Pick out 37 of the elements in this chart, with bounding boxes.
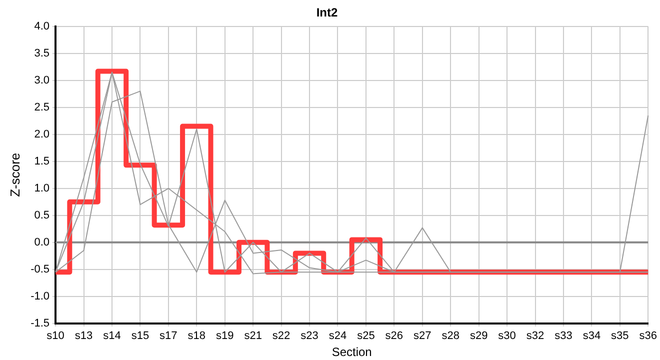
x-tick-label: s26: [385, 330, 404, 342]
y-tick-label: 1.0: [34, 182, 50, 194]
x-tick-label: s18: [188, 330, 206, 342]
y-tick-label: 0.0: [34, 236, 50, 248]
x-tick-label: s34: [582, 330, 601, 342]
y-tick-label: -0.5: [30, 263, 50, 276]
x-tick-label: s19: [216, 330, 234, 342]
chart-title: Int2: [316, 6, 338, 20]
x-tick-label: s28: [442, 330, 460, 342]
y-tick-label: 3.0: [34, 74, 50, 86]
x-tick-label: s14: [103, 330, 121, 342]
x-tick-label: s30: [498, 330, 516, 342]
y-tick-label: 4.0: [34, 20, 50, 32]
x-tick-label: s21: [244, 330, 262, 342]
y-tick-label: 1.5: [34, 155, 50, 168]
x-tick-label: s32: [526, 330, 544, 342]
x-tick-label: s33: [554, 330, 572, 342]
y-axis-title: Z-score: [7, 152, 22, 197]
x-tick-label: s23: [300, 330, 318, 342]
x-tick-label: s22: [272, 330, 290, 342]
x-tick-label: s35: [611, 330, 629, 342]
x-tick-label: s36: [639, 330, 658, 342]
x-tick-label: s13: [74, 330, 93, 342]
y-tick-label: 2.5: [34, 101, 50, 114]
x-tick-label: s27: [414, 330, 432, 342]
y-tick-label: -1.5: [30, 317, 50, 330]
x-tick-label: s25: [357, 330, 375, 342]
x-tick-label: s29: [470, 330, 488, 342]
y-tick-label: 2.0: [34, 128, 50, 140]
x-tick-label: s15: [131, 330, 150, 342]
x-tick-label: s24: [328, 330, 347, 342]
x-tick-label: s17: [160, 330, 178, 342]
y-tick-label: -1.0: [30, 290, 50, 302]
y-tick-label: 3.5: [34, 47, 50, 60]
x-tick-label: s10: [46, 330, 64, 342]
y-tick-label: 0.5: [34, 209, 50, 222]
x-axis-title: Section: [332, 345, 372, 360]
